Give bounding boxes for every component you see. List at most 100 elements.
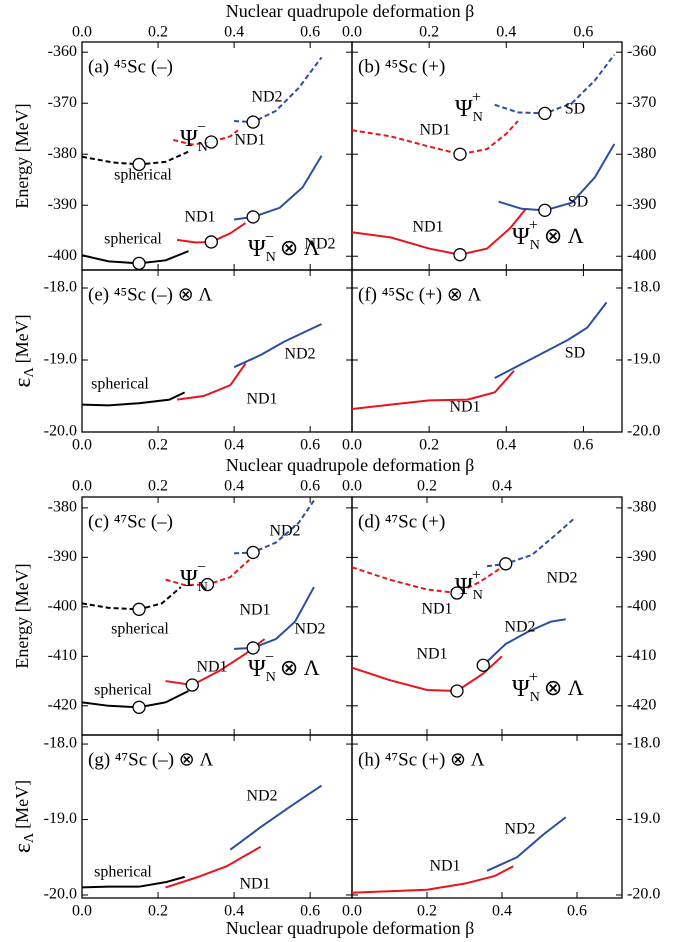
series-line xyxy=(352,566,503,595)
annotation-sub: N xyxy=(266,670,276,685)
y-tick-label: -390 xyxy=(48,548,77,565)
series-label: ND1 xyxy=(239,876,270,893)
annotation-sup: − xyxy=(197,559,206,576)
annotation: ΨN − xyxy=(180,119,208,156)
y-tick-label: -19.0 xyxy=(44,810,77,827)
series-label: ND2 xyxy=(251,89,282,106)
annotation: ΨN + ⊗ Λ xyxy=(512,217,584,254)
series-line xyxy=(486,816,567,872)
y-label-base: ε xyxy=(10,378,36,388)
series-line xyxy=(494,54,616,115)
x-tick-label: 0.6 xyxy=(300,437,320,454)
x-tick-label: 0.2 xyxy=(417,903,437,920)
marker xyxy=(200,577,215,592)
y-label-base: Energy [MeV] xyxy=(12,563,32,668)
panel-title: (f) ⁴⁵Sc (+) ⊗ Λ xyxy=(358,284,482,305)
series-line xyxy=(352,865,514,894)
y-tick-label: -18.0 xyxy=(627,735,660,752)
series-label: ND1 xyxy=(234,132,265,149)
marker xyxy=(246,545,260,560)
series-label: ND2 xyxy=(294,621,325,638)
series-line xyxy=(498,143,616,212)
x-tick-label: 0.6 xyxy=(300,903,320,920)
x-tick-label: 0.0 xyxy=(72,903,92,920)
series-label: ND2 xyxy=(246,788,277,805)
annotation-base: Ψ xyxy=(180,566,198,592)
annotation-sub: N xyxy=(530,238,540,253)
x-tick-label: 0.6 xyxy=(300,24,320,41)
series-label: SD xyxy=(565,345,585,362)
annotation-base: Ψ xyxy=(512,676,530,702)
y-tick-label: -19.0 xyxy=(44,351,77,368)
x-tick-label: 0.2 xyxy=(419,24,439,41)
marker xyxy=(204,235,218,249)
x-tick-label: 0.4 xyxy=(496,24,516,41)
marker xyxy=(453,248,467,262)
y-tick-label: -360 xyxy=(48,43,77,60)
panel-title: (c) ⁴⁷Sc (–) xyxy=(88,511,173,532)
annotation-tail: ⊗ Λ xyxy=(544,223,584,248)
y-tick-label: -390 xyxy=(627,196,656,213)
panel-frame xyxy=(351,269,623,433)
y-tick-label: -410 xyxy=(48,647,77,664)
series-label: ND1 xyxy=(416,646,447,663)
annotation-sup: + xyxy=(529,217,538,234)
annotation-sub: N xyxy=(473,588,483,603)
y-tick-label: -360 xyxy=(627,43,656,60)
y-tick-label: -400 xyxy=(627,247,656,264)
x-tick-label: 0.4 xyxy=(224,24,244,41)
annotation-sub: N xyxy=(266,250,276,265)
marker xyxy=(450,586,464,600)
series-line xyxy=(82,391,186,407)
annotation: ΨN + xyxy=(455,567,483,604)
y-tick-label: -420 xyxy=(627,696,656,713)
x-tick-label: 0.0 xyxy=(72,478,92,495)
annotation-sub: N xyxy=(198,580,208,595)
series-label: ND2 xyxy=(304,236,335,253)
series-line xyxy=(352,370,515,410)
marker xyxy=(453,147,467,161)
y-tick-label: -18.0 xyxy=(627,279,660,296)
series-line xyxy=(494,301,608,379)
annotation-base: Ψ xyxy=(512,224,530,250)
y-tick-label: -370 xyxy=(48,94,77,111)
y-tick-label: -20.0 xyxy=(627,423,660,440)
x-tick-label: 0.4 xyxy=(492,903,512,920)
annotation-sub: N xyxy=(198,140,208,155)
annotation: ΨN − xyxy=(180,559,208,596)
y-tick-label: -20.0 xyxy=(627,886,660,903)
series-line xyxy=(82,586,182,611)
y-tick-label: -19.0 xyxy=(627,351,660,368)
y-tick-label: -390 xyxy=(48,196,77,213)
series-label: ND1 xyxy=(184,209,215,226)
panel-title: (g) ⁴⁷Sc (–) ⊗ Λ xyxy=(88,749,213,770)
y-label-base: Energy [MeV] xyxy=(12,103,32,208)
series-line xyxy=(482,618,566,666)
x-tick-label: 0.4 xyxy=(224,903,244,920)
x-tick-label: 0.2 xyxy=(148,24,168,41)
y-tick-label: -20.0 xyxy=(44,423,77,440)
annotation-sup: − xyxy=(265,229,274,246)
marker xyxy=(538,203,552,217)
y-tick-label: -20.0 xyxy=(44,886,77,903)
y-tick-label: -400 xyxy=(48,247,77,264)
x-axis-label: Nuclear quadrupole deformation β xyxy=(226,918,475,938)
series-line xyxy=(165,845,262,889)
series-line xyxy=(82,875,185,889)
x-tick-label: 0.0 xyxy=(72,24,92,41)
y-tick-label: -18.0 xyxy=(44,279,77,296)
y-tick-label: -370 xyxy=(627,94,656,111)
annotation-sup: + xyxy=(472,567,481,584)
y-tick-label: -380 xyxy=(48,499,77,516)
series-label: ND2 xyxy=(504,821,535,838)
series-label: spherical xyxy=(111,621,169,638)
x-tick-label: 0.6 xyxy=(573,437,593,454)
y-axis-label: εΛ [MeV] xyxy=(10,780,38,853)
x-tick-label: 0.0 xyxy=(342,478,362,495)
annotation-tail: ⊗ Λ xyxy=(544,675,584,700)
panel-title: (a) ⁴⁵Sc (–) xyxy=(88,56,173,77)
y-tick-label: -18.0 xyxy=(44,735,77,752)
panel-frame xyxy=(351,734,623,899)
x-tick-label: 0.2 xyxy=(417,478,437,495)
annotation-base: Ψ xyxy=(455,574,473,600)
